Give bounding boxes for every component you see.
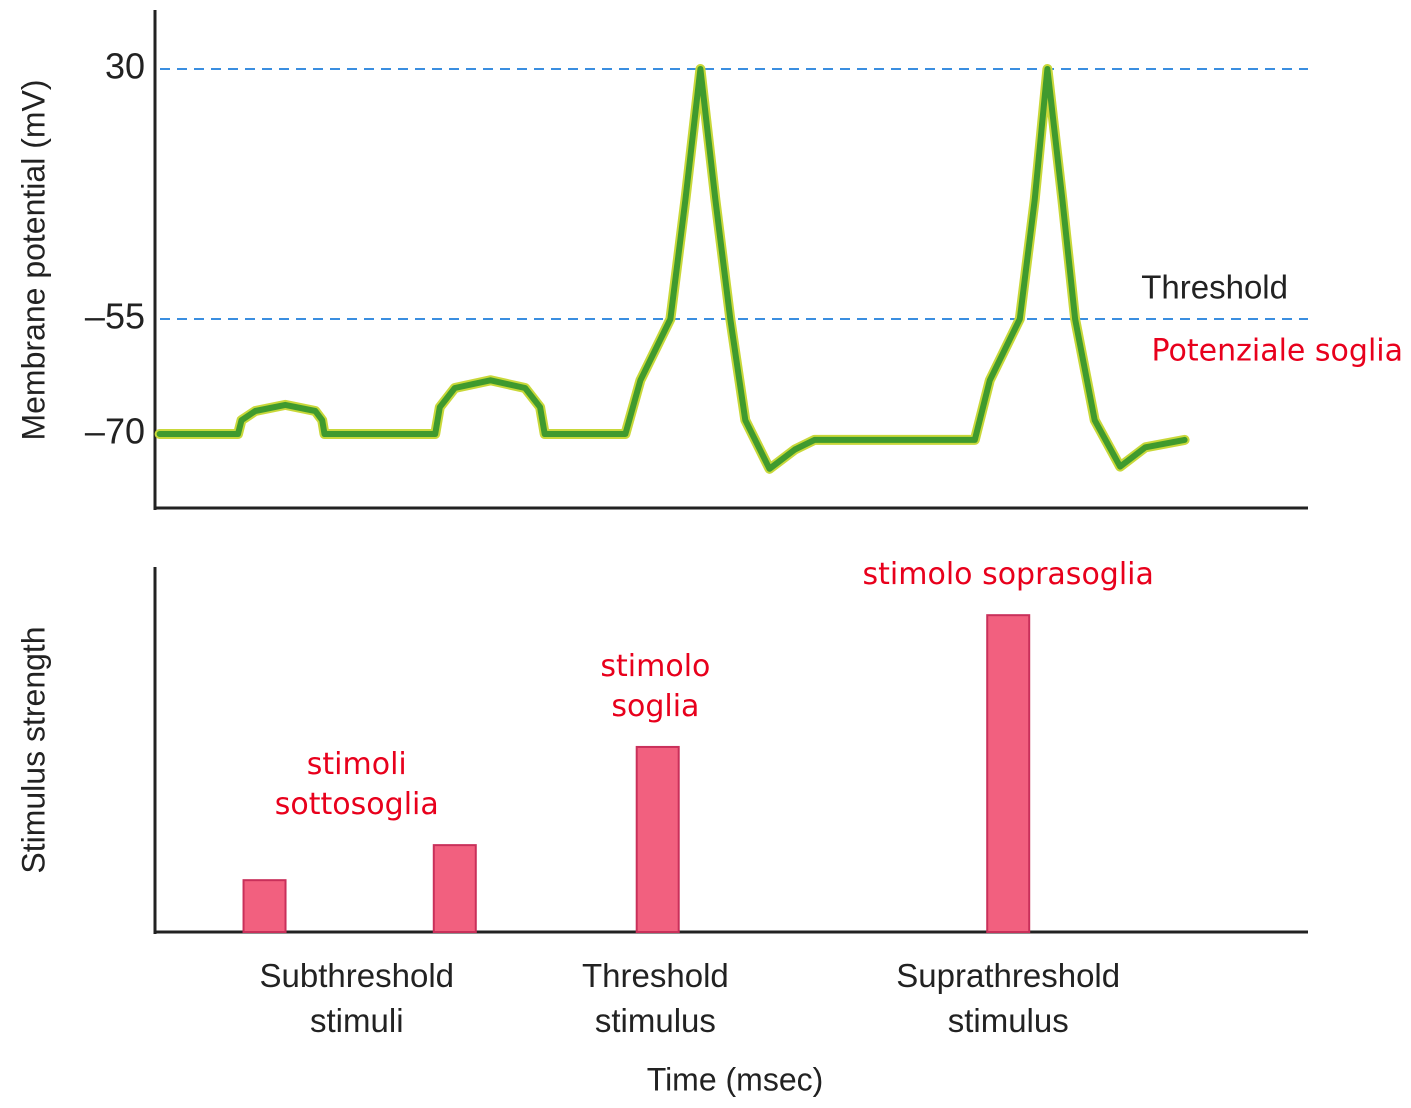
group-label-line: Subthreshold: [260, 957, 454, 994]
bar: [986, 614, 1031, 933]
y-tick-label: 30: [105, 46, 145, 87]
reference-note: Potenziale soglia: [1152, 334, 1403, 369]
group-note-line: stimoli: [307, 747, 407, 782]
bar: [635, 745, 680, 933]
y-axis-label: Membrane potential (mV): [15, 79, 51, 440]
group-label-line: stimuli: [310, 1002, 404, 1039]
bar: [242, 879, 287, 933]
group-note-line: soglia: [611, 688, 699, 723]
reference-label: Threshold: [1141, 269, 1288, 306]
y-tick-label: –55: [85, 296, 145, 337]
group-label-line: Suprathreshold: [896, 957, 1120, 994]
group-note: stimolo soglia: [600, 648, 710, 723]
group-note-line: stimolo: [600, 648, 710, 683]
group-note-line: sottosoglia: [275, 787, 439, 822]
group-note: stimoli sottosoglia: [275, 747, 439, 822]
line: [156, 66, 1188, 472]
group-note-line: stimolo soprasoglia: [863, 557, 1154, 592]
group-label: Subthreshold stimuli: [260, 957, 454, 1039]
x-axis-label: Time (msec): [647, 1061, 824, 1097]
y-tick-label: –70: [85, 411, 145, 452]
group-label-line: stimulus: [595, 1002, 716, 1039]
bar: [432, 844, 477, 934]
group-label-line: stimulus: [948, 1002, 1069, 1039]
group-note: stimolo soprasoglia: [863, 557, 1154, 592]
group-label: Suprathreshold stimulus: [896, 957, 1120, 1039]
y-axis-label: Stimulus strength: [15, 626, 51, 873]
group-label-line: Threshold: [582, 957, 729, 994]
group-label: Threshold stimulus: [582, 957, 729, 1039]
